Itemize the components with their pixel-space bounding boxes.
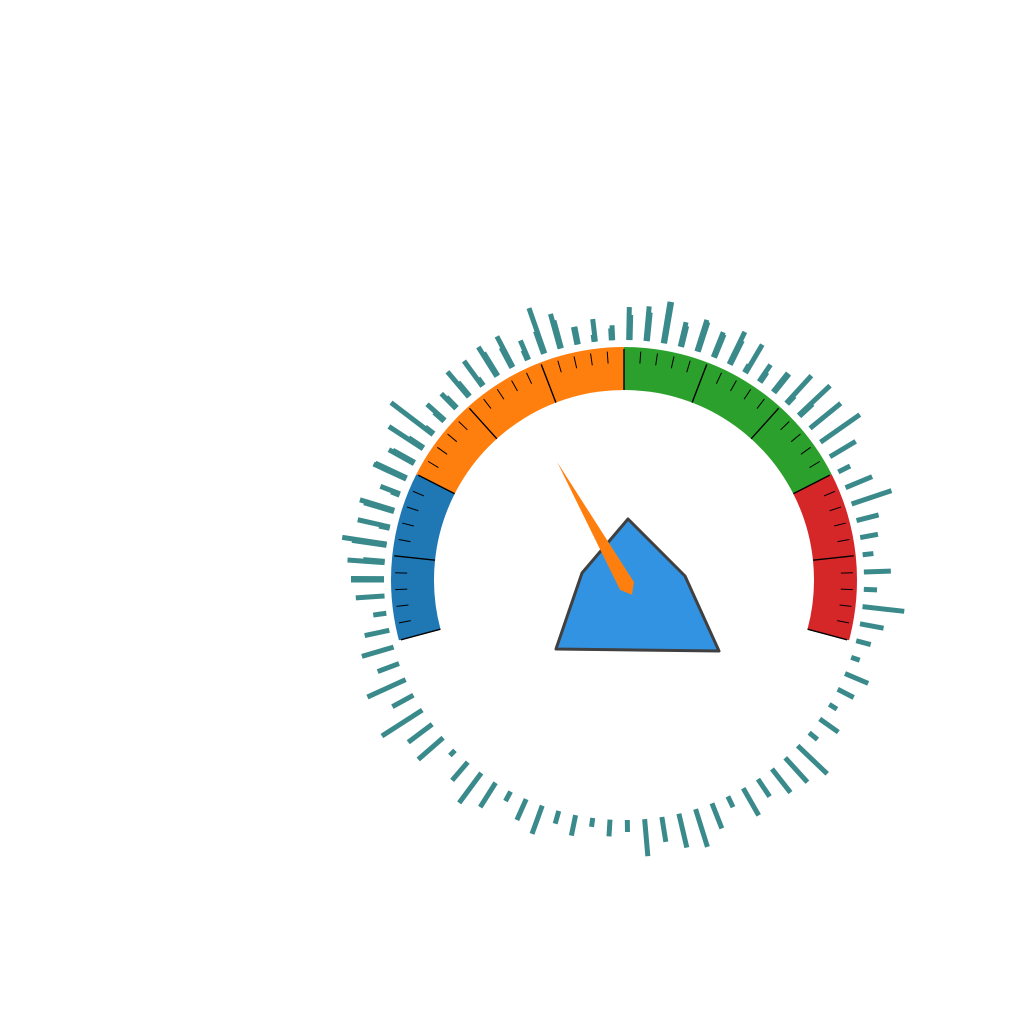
radial-bar	[555, 811, 559, 824]
gauge-band-2	[416, 347, 624, 494]
gauge-hub	[556, 519, 719, 651]
gauge-minor-tick	[395, 589, 407, 590]
radial-bar	[665, 302, 672, 343]
radial-bar	[864, 589, 877, 590]
radial-bar	[392, 695, 413, 707]
radial-bar	[375, 463, 406, 478]
radial-bar	[860, 534, 878, 537]
radial-bar	[358, 520, 390, 527]
radial-bar	[480, 783, 495, 807]
radial-bar	[860, 624, 884, 628]
radial-bar	[612, 325, 613, 340]
radial-bar	[760, 373, 767, 383]
radial-bar	[774, 374, 789, 393]
gauge-band-3	[624, 347, 832, 494]
radial-bar	[758, 779, 770, 796]
radial-bar	[785, 758, 807, 782]
radial-bar	[459, 773, 481, 803]
radial-bar	[571, 815, 575, 836]
radial-bar	[593, 319, 596, 342]
radial-bar	[772, 769, 790, 793]
radial-bar	[712, 803, 722, 828]
radial-bar	[846, 477, 873, 488]
radial-bar	[497, 336, 513, 367]
radial-bar	[609, 820, 610, 837]
radial-bar	[505, 792, 510, 802]
radial-bar	[857, 515, 879, 521]
hub-group	[556, 519, 719, 651]
radial-bar	[810, 403, 841, 428]
radial-bar	[418, 738, 443, 760]
radial-bar	[679, 814, 687, 848]
radial-bar	[820, 719, 839, 732]
radial-bar	[863, 607, 905, 612]
radial-bar	[342, 537, 386, 544]
radial-bar	[845, 674, 868, 684]
radial-bar	[356, 596, 385, 598]
radial-bar	[838, 466, 850, 472]
radial-bar	[851, 657, 860, 660]
radial-bar	[367, 680, 405, 697]
radial-bar	[746, 345, 763, 373]
radial-bar	[630, 315, 631, 340]
radial-bar	[363, 560, 385, 562]
gauge-band-4	[793, 474, 857, 640]
radial-bar	[452, 762, 468, 780]
radial-bar	[575, 327, 578, 345]
radial-bar	[645, 819, 648, 856]
radial-bar	[592, 818, 593, 827]
radial-bar	[820, 415, 859, 443]
radial-bar	[450, 750, 455, 755]
radial-bar	[408, 724, 432, 742]
radial-bar	[427, 404, 445, 420]
radial-bar	[743, 788, 758, 815]
radial-bar	[362, 647, 394, 656]
gauge-minor-tick	[841, 589, 853, 590]
radial-bar	[728, 796, 733, 807]
radial-bar	[809, 733, 817, 740]
radial-bar	[484, 353, 498, 376]
radial-bar	[373, 613, 386, 615]
radial-bar	[798, 746, 828, 774]
radial-bar	[529, 308, 545, 353]
radial-bar	[382, 710, 422, 736]
radial-bar	[517, 799, 526, 820]
radial-bar	[532, 806, 542, 834]
radial-bar	[647, 312, 650, 341]
radial-bar	[829, 704, 837, 709]
gauge-band-1	[391, 474, 455, 640]
radial-bar	[378, 664, 399, 672]
radial-bar	[852, 491, 892, 504]
radial-bar	[380, 486, 400, 494]
radial-bar	[856, 641, 871, 645]
radial-bar	[696, 809, 708, 847]
radial-bar	[365, 630, 390, 635]
radial-bar	[864, 571, 891, 572]
radial-bar	[830, 441, 856, 456]
radial-bar	[863, 554, 874, 555]
radial-bar	[662, 817, 666, 842]
radial-bar	[838, 689, 854, 697]
